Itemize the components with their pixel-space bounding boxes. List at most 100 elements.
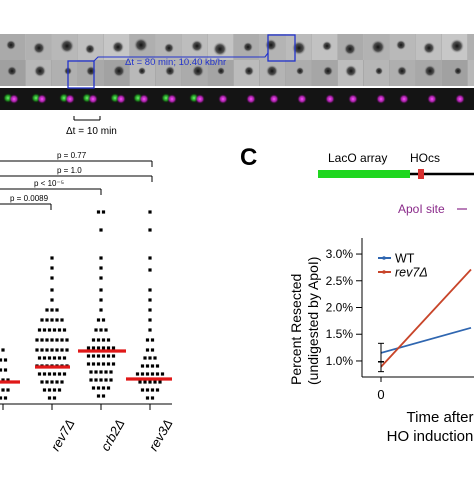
focus-magenta (325, 94, 335, 104)
dot-plot-point (50, 338, 54, 342)
dot-plot-point (42, 328, 47, 332)
dot-plot-point (50, 308, 54, 312)
focus-dark-bottom (266, 65, 278, 77)
dot-plot-point (96, 210, 101, 214)
dot-plot-point (140, 372, 145, 376)
dot-plot-point (111, 354, 116, 358)
dot-plot-point (111, 346, 116, 350)
microscopy-montage (0, 34, 474, 110)
montage-foci (3, 38, 465, 104)
focus-dark-top (112, 41, 124, 53)
dot-plot-point (140, 364, 145, 368)
dot-plot-point (106, 386, 111, 390)
dot-plot-point (3, 368, 8, 372)
focus-magenta (88, 94, 98, 104)
dot-plot-point (60, 348, 64, 352)
focus-magenta (167, 94, 177, 104)
dot-plot-point (140, 388, 145, 392)
dot-plot-point (50, 256, 54, 260)
panel-b-dot-plot: p = 0.77 p = 1.0 p < 10⁻⁵ p = 0.0089 rev… (0, 151, 176, 454)
dot-plot-point (148, 308, 152, 312)
dot-plot-point (37, 328, 42, 332)
dot-plot-point (143, 356, 147, 360)
dot-plot-point (104, 328, 108, 332)
montage-tile-bottom (468, 60, 474, 86)
dot-plot-point (91, 354, 96, 358)
x-ticks: 0 (377, 377, 385, 402)
dot-plot-point (150, 348, 155, 352)
dot-plot-point (148, 228, 152, 232)
focus-dark-bottom (296, 67, 304, 75)
dot-plot-point (6, 388, 10, 392)
hocs-marker (418, 169, 424, 179)
dot-plot-point (94, 328, 98, 332)
focus-magenta (376, 94, 386, 104)
dot-plot-point (145, 338, 150, 342)
annotation-box-left (67, 60, 95, 89)
dot-plot-point (99, 228, 103, 232)
dot-plot-point (101, 346, 106, 350)
dot-plot-point (47, 328, 52, 332)
dot-plot-point (40, 318, 44, 322)
dot-plot-point (101, 210, 106, 214)
montage-tile-bottom (442, 60, 467, 86)
focus-magenta (139, 94, 149, 104)
focus-dark-bottom (217, 67, 225, 75)
strain-label-crb2: crb2Δ (98, 417, 128, 454)
dot-plot-point (99, 298, 103, 302)
dot-plot-point (101, 394, 106, 398)
locus-diagram: LacO array HOcs ApoI site (318, 151, 474, 216)
focus-magenta (269, 94, 279, 104)
focus-magenta (37, 94, 47, 104)
dot-plot-point (99, 370, 103, 374)
dot-plot-point (86, 354, 91, 358)
dot-plot-point (55, 308, 59, 312)
dot-plot-point (148, 328, 152, 332)
laco-array-label: LacO array (328, 151, 387, 165)
dot-plot-point (148, 210, 152, 214)
focus-dark-bottom (375, 67, 383, 75)
dot-plot-point (150, 364, 155, 368)
dot-plot-point (148, 356, 152, 360)
dot-plot-point (60, 318, 64, 322)
dot-plot-point (40, 380, 44, 384)
focus-dark-bottom (323, 66, 333, 76)
pvalue-label-3: p < 10⁻⁵ (34, 179, 64, 188)
focus-dark-top (292, 41, 306, 55)
focus-dark-top (191, 40, 203, 52)
dot-plot-point (155, 372, 160, 376)
dot-plot-point (145, 348, 150, 352)
dot-plot-point (109, 370, 113, 374)
focus-dark-top (243, 42, 253, 52)
x-axis-title-line1: Time after (407, 409, 474, 426)
dot-plot-point (35, 348, 39, 352)
focus-dark-top (6, 40, 16, 50)
dot-plot-point (52, 328, 57, 332)
dot-plot-point (99, 256, 103, 260)
dot-plot-point (91, 338, 96, 342)
dot-plot-point (145, 396, 150, 400)
dot-plot-point (1, 388, 5, 392)
dot-plot-point (37, 356, 42, 360)
dot-plot-point (45, 348, 49, 352)
dot-plot-point (153, 380, 157, 384)
dot-plot-point (1, 378, 5, 382)
dot-plot-point (135, 372, 140, 376)
legend-marker (382, 270, 386, 274)
series-lines (378, 268, 472, 373)
pvalue-label-1: p = 0.77 (57, 151, 87, 160)
legend-marker (382, 256, 386, 260)
focus-magenta (218, 94, 228, 104)
focus-dark-bottom (34, 65, 46, 77)
hocs-label: HOcs (410, 151, 440, 165)
dot-plot-point (96, 394, 101, 398)
dot-plot-point (62, 328, 67, 332)
dot-plot-point (42, 388, 47, 392)
dot-plot-point (155, 388, 160, 392)
focus-magenta (246, 94, 256, 104)
focus-magenta (9, 94, 19, 104)
dot-plot-point (3, 396, 8, 400)
dot-plot-point (104, 370, 108, 374)
focus-magenta (65, 94, 75, 104)
